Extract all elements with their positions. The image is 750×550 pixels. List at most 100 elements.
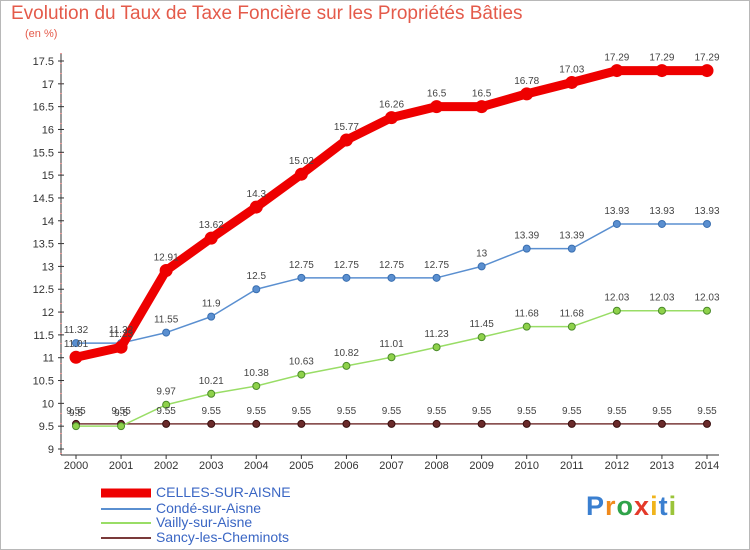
data-label: 11.55	[154, 315, 179, 326]
data-label: 10.38	[244, 368, 269, 379]
y-tick-label: 15	[42, 170, 54, 182]
data-label: 9.5	[114, 408, 128, 419]
data-label: 16.5	[427, 89, 447, 100]
data-label: 16.78	[514, 76, 539, 87]
data-label: 10.21	[199, 376, 224, 387]
data-point	[522, 244, 531, 253]
data-label: 9.55	[247, 406, 267, 417]
data-label: 15.02	[289, 156, 314, 167]
axes: 9 9.5 10 10.5 11 11.5 12 12.5 13 13.5 14 14.5 15 15.5…	[33, 53, 719, 472]
data-label: 13.39	[514, 231, 539, 242]
data-label: 9.55	[697, 406, 717, 417]
data-point	[610, 64, 624, 78]
data-point	[297, 419, 306, 428]
data-label: 9.55	[427, 406, 447, 417]
data-label: 9.55	[652, 406, 672, 417]
data-point	[207, 419, 216, 428]
data-label: 12.75	[379, 260, 404, 271]
data-point	[342, 273, 351, 282]
data-label: 13.93	[604, 206, 629, 217]
data-point	[339, 133, 353, 147]
data-point	[432, 419, 441, 428]
data-label: 11.23	[109, 329, 134, 340]
data-label: 9.55	[111, 406, 131, 417]
data-point	[657, 306, 666, 315]
x-tick-label: 2004	[244, 460, 268, 472]
data-label: 11.68	[560, 309, 585, 320]
data-point	[342, 419, 351, 428]
data-label: 11.68	[515, 309, 540, 320]
data-label: 9.55	[607, 406, 627, 417]
x-tick-label: 2000	[64, 460, 88, 472]
data-label: 16.5	[472, 89, 492, 100]
data-label: 9.97	[156, 387, 176, 398]
chart-title: Evolution du Taux de Taxe Foncière sur l…	[11, 3, 523, 24]
data-point	[522, 419, 531, 428]
x-tick-label: 2012	[605, 460, 629, 472]
data-point	[207, 312, 216, 321]
unit-label: (en %)	[25, 28, 58, 40]
data-point	[252, 285, 261, 294]
data-label: 12.75	[289, 260, 314, 271]
legend-label-conde: Condé-sur-Aisne	[156, 500, 262, 516]
data-label: 11.32	[109, 325, 134, 336]
logo-letter: P	[586, 491, 606, 521]
data-point	[159, 264, 173, 278]
data-point	[72, 422, 80, 431]
logo-letter: o	[616, 491, 635, 521]
data-label: 11.23	[424, 329, 449, 340]
data-point	[703, 306, 711, 315]
data-label: 9.55	[517, 406, 537, 417]
y-tick-label: 9	[48, 444, 54, 456]
data-label: 17.03	[559, 64, 584, 75]
data-label: 13.39	[559, 231, 584, 242]
data-label: 10.63	[289, 357, 314, 368]
x-tick-label: 2010	[514, 460, 538, 472]
x-tick-label: 2005	[289, 460, 313, 472]
data-label: 17.29	[649, 53, 674, 64]
data-label: 11.9	[202, 299, 221, 310]
series-lines	[69, 64, 714, 431]
data-point	[162, 400, 171, 409]
data-point	[114, 340, 128, 354]
data-label: 17.29	[604, 53, 629, 64]
x-tick-label: 2008	[424, 460, 448, 472]
data-point	[385, 111, 398, 125]
data-label: 12.75	[424, 260, 449, 271]
data-point	[117, 422, 126, 431]
data-point	[565, 75, 579, 89]
data-label: 11.01	[379, 339, 404, 350]
data-point	[477, 419, 486, 428]
data-point	[477, 333, 486, 342]
x-tick-label: 2013	[650, 460, 674, 472]
data-point	[387, 273, 396, 282]
data-point	[612, 219, 621, 228]
x-tick-label: 2002	[154, 460, 178, 472]
data-point	[252, 419, 261, 428]
data-label: 16.26	[379, 100, 404, 111]
data-label: 11.45	[469, 319, 494, 330]
data-label: 12.03	[694, 293, 719, 304]
x-tick-label: 2003	[199, 460, 223, 472]
data-point	[567, 244, 576, 253]
data-point	[703, 419, 711, 428]
data-label: 9.55	[292, 406, 312, 417]
legend-label-sancy: Sancy-les-Cheminots	[156, 529, 290, 545]
data-label: 12.5	[247, 271, 267, 282]
data-point	[477, 262, 486, 271]
data-point	[430, 100, 444, 114]
data-label: 13.62	[199, 220, 224, 231]
data-point	[703, 219, 711, 228]
data-point	[294, 167, 308, 181]
data-label: 9.55	[201, 406, 221, 417]
x-tick-label: 2006	[334, 460, 358, 472]
data-point	[522, 322, 531, 331]
data-point	[657, 219, 666, 228]
data-label: 12.03	[649, 293, 674, 304]
data-point	[700, 64, 714, 78]
data-labels: 9.55 9.55 9.55 9.55 9.55 9.55 9.55 9.55 9.55 9.55…	[64, 53, 720, 420]
data-label: 11.01	[64, 339, 89, 350]
data-point	[475, 100, 489, 114]
